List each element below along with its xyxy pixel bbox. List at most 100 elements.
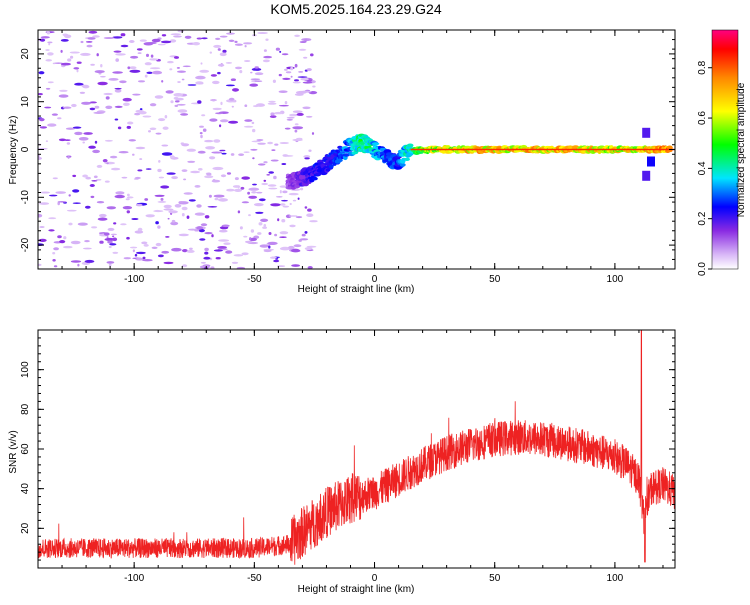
noise-blob	[218, 239, 230, 242]
noise-blob	[204, 175, 214, 179]
noise-blob	[148, 130, 151, 133]
noise-blob	[256, 139, 264, 141]
noise-blob	[83, 247, 92, 250]
noise-blob	[304, 157, 310, 160]
noise-blob	[96, 53, 99, 57]
noise-blob	[299, 41, 307, 43]
noise-blob	[232, 185, 241, 188]
noise-blob	[114, 89, 122, 93]
noise-blob	[300, 90, 312, 93]
noise-blob	[275, 196, 283, 198]
noise-blob	[154, 194, 165, 197]
noise-blob	[161, 250, 170, 254]
noise-blob	[77, 263, 80, 267]
noise-blob	[161, 80, 164, 83]
noise-blob	[112, 237, 118, 242]
noise-blob	[182, 249, 188, 253]
noise-blob	[198, 229, 205, 233]
noise-blob	[155, 221, 159, 225]
noise-blob	[300, 77, 309, 81]
noise-blob	[210, 74, 217, 77]
noise-blob	[299, 238, 309, 241]
noise-blob	[52, 252, 56, 255]
noise-blob	[48, 217, 57, 220]
noise-blob	[149, 67, 161, 70]
noise-blob	[48, 229, 55, 232]
noise-blob	[288, 192, 299, 196]
noise-blob	[279, 203, 286, 206]
noise-blob	[182, 65, 191, 68]
noise-blob	[126, 196, 134, 199]
noise-blob	[174, 204, 182, 208]
noise-blob	[199, 69, 210, 73]
noise-blob	[210, 266, 215, 269]
x-tick-label: -100	[124, 274, 144, 285]
noise-blob	[78, 137, 89, 141]
noise-blob	[285, 214, 292, 219]
noise-blob	[57, 201, 60, 206]
noise-blob	[142, 259, 153, 262]
noise-blob	[60, 62, 71, 66]
noise-blob	[248, 214, 251, 217]
noise-blob	[207, 206, 218, 208]
noise-blob	[258, 198, 266, 202]
colorbar: 0.0 0.2 0.4 0.6 0.8 Normalized spectral ampl…	[697, 29, 747, 276]
noise-blob	[203, 256, 211, 260]
noise-blob	[243, 151, 250, 153]
noise-blob	[110, 233, 117, 236]
noise-blob	[219, 149, 226, 152]
y-tick-label: -10	[20, 190, 31, 205]
y-tick-label: 80	[20, 403, 31, 415]
noise-blob	[112, 235, 115, 238]
noise-blob	[108, 263, 112, 267]
noise-blob	[186, 148, 196, 152]
noise-blob	[236, 266, 246, 269]
noise-blob	[254, 80, 263, 82]
noise-blob	[279, 236, 287, 238]
noise-blob	[186, 249, 195, 253]
noise-blob	[296, 137, 303, 141]
noise-blob	[215, 112, 224, 115]
noise-blob	[120, 44, 129, 48]
noise-blob	[248, 187, 260, 191]
noise-blob	[248, 195, 258, 199]
noise-blob	[137, 52, 142, 54]
noise-blob	[145, 168, 152, 170]
noise-blob	[262, 59, 270, 63]
noise-blob	[137, 227, 143, 232]
noise-blob	[238, 153, 245, 156]
noise-blob	[114, 87, 122, 90]
noise-blob	[268, 187, 278, 190]
noise-blob	[274, 111, 283, 115]
noise-blob	[48, 43, 51, 46]
noise-blob	[102, 159, 108, 163]
noise-blob	[219, 52, 227, 57]
noise-blob	[213, 139, 221, 143]
noise-blob	[252, 157, 255, 160]
noise-blob	[70, 260, 82, 263]
noise-blob	[257, 32, 268, 34]
noise-blob	[99, 213, 107, 218]
ridge-cell	[312, 177, 318, 181]
noise-blob	[110, 155, 118, 159]
noise-blob	[123, 102, 130, 107]
noise-blob	[188, 199, 196, 202]
noise-blob	[52, 177, 58, 180]
noise-blob	[192, 42, 200, 46]
noise-blob	[204, 247, 209, 252]
noise-blob	[263, 49, 267, 52]
noise-blob	[184, 35, 192, 39]
noise-blob	[199, 238, 206, 241]
noise-blob	[64, 139, 71, 142]
noise-blob	[92, 149, 100, 154]
noise-blob	[163, 204, 172, 209]
noise-blob	[279, 50, 282, 53]
spectrogram-y-axis-label: Frequency (Hz)	[8, 116, 19, 185]
noise-blob	[198, 82, 204, 85]
noise-blob	[306, 79, 312, 82]
noise-blob	[149, 127, 157, 131]
noise-blob	[204, 215, 210, 219]
noise-blob	[167, 217, 170, 220]
noise-blob	[294, 129, 298, 133]
